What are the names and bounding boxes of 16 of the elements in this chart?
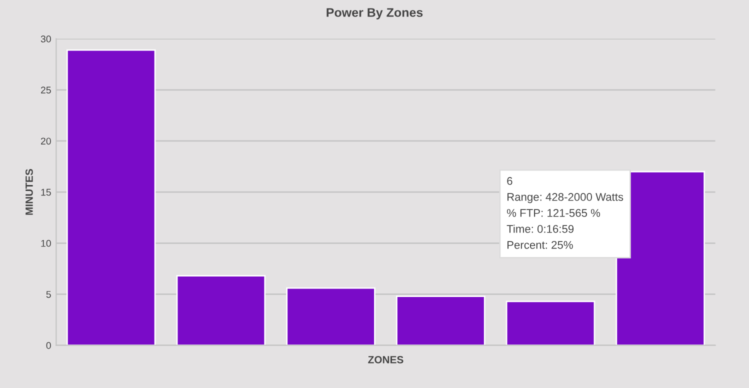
y-tick-label: 30 [40, 36, 51, 42]
bar [506, 300, 596, 346]
y-tick-label: 5 [46, 291, 51, 298]
x-axis-title: ZONES [368, 356, 404, 364]
bar [286, 287, 376, 346]
bar [396, 296, 486, 346]
chart-title: Power By Zones [326, 8, 423, 20]
y-tick-label: 15 [41, 188, 51, 196]
annotation: 6 Range: 428-2000 Watts % FTP: 121-565 % Time: 0:16:59 Percent: 25% [506, 177, 624, 249]
bar [176, 275, 266, 346]
y-tick-label: 10 [41, 240, 51, 247]
bar [66, 49, 156, 346]
y-tick-label: 0 [46, 342, 51, 349]
y-tick-label: 25 [40, 86, 51, 94]
y-tick-label: 20 [40, 138, 51, 145]
y-axis-title: MINUTES [26, 169, 33, 215]
